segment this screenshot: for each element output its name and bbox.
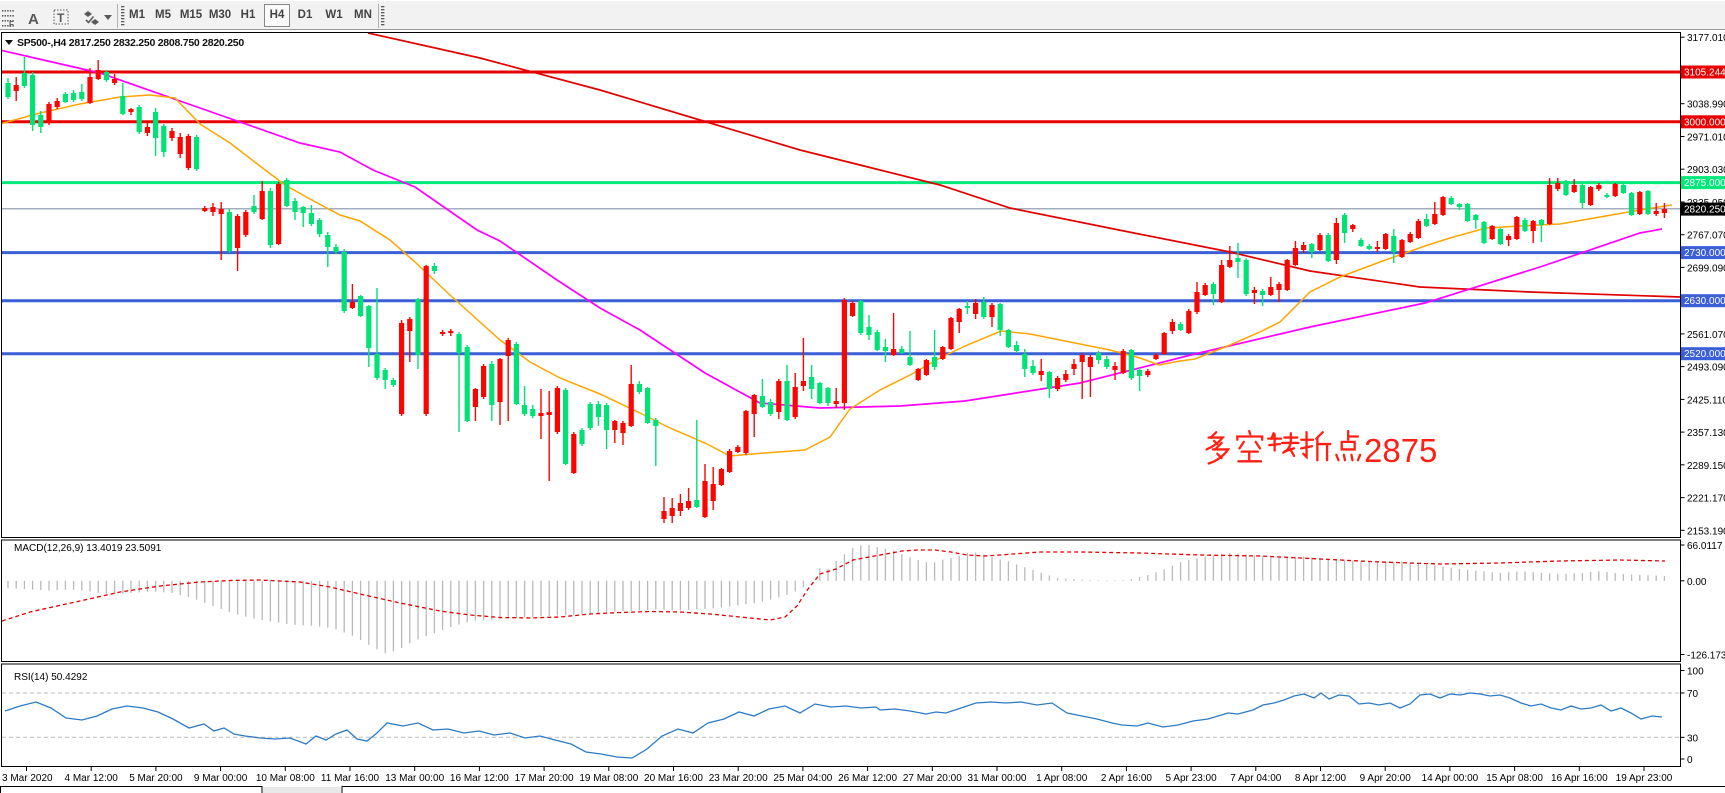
svg-text:15 Apr 08:00: 15 Apr 08:00 bbox=[1486, 773, 1543, 784]
svg-text:1 Apr 08:00: 1 Apr 08:00 bbox=[1036, 773, 1088, 784]
svg-text:2289.150: 2289.150 bbox=[1687, 461, 1725, 472]
svg-text:2493.090: 2493.090 bbox=[1687, 363, 1725, 374]
svg-text:2630.000: 2630.000 bbox=[1684, 296, 1725, 307]
svg-text:7 Apr 04:00: 7 Apr 04:00 bbox=[1230, 773, 1282, 784]
svg-text:9 Mar 00:00: 9 Mar 00:00 bbox=[194, 773, 248, 784]
svg-text:SP500-,H4 2817.250 2832.250 2: SP500-,H4 2817.250 2832.250 2808.750 282… bbox=[17, 37, 244, 49]
svg-text:10 Mar 08:00: 10 Mar 08:00 bbox=[256, 773, 315, 784]
svg-text:70: 70 bbox=[1687, 689, 1699, 700]
svg-text:0: 0 bbox=[1687, 755, 1693, 766]
svg-text:2903.030: 2903.030 bbox=[1687, 165, 1725, 176]
svg-text:MACD(12,26,9) 13.4019 23.5091: MACD(12,26,9) 13.4019 23.5091 bbox=[14, 543, 162, 554]
svg-text:2357.130: 2357.130 bbox=[1687, 428, 1725, 439]
svg-text:17 Mar 20:00: 17 Mar 20:00 bbox=[515, 773, 574, 784]
svg-text:2 Apr 16:00: 2 Apr 16:00 bbox=[1101, 773, 1153, 784]
svg-text:30: 30 bbox=[1687, 733, 1699, 744]
svg-text:31 Mar 00:00: 31 Mar 00:00 bbox=[968, 773, 1027, 784]
svg-text:2221.170: 2221.170 bbox=[1687, 494, 1725, 505]
svg-text:27 Mar 20:00: 27 Mar 20:00 bbox=[903, 773, 962, 784]
svg-text:13 Mar 00:00: 13 Mar 00:00 bbox=[385, 773, 444, 784]
svg-text:T: T bbox=[57, 11, 65, 25]
svg-text:2520.000: 2520.000 bbox=[1684, 349, 1725, 360]
svg-text:3177.010: 3177.010 bbox=[1687, 33, 1725, 44]
svg-text:2425.110: 2425.110 bbox=[1687, 395, 1725, 406]
svg-text:19 Mar 08:00: 19 Mar 08:00 bbox=[579, 773, 638, 784]
svg-text:2730.000: 2730.000 bbox=[1684, 248, 1725, 259]
svg-text:3038.990: 3038.990 bbox=[1687, 100, 1725, 111]
svg-text:19 Apr 23:00: 19 Apr 23:00 bbox=[1616, 773, 1673, 784]
svg-text:100: 100 bbox=[1687, 667, 1704, 678]
svg-text:-126.173: -126.173 bbox=[1687, 651, 1725, 662]
svg-text:A: A bbox=[28, 11, 39, 28]
svg-text:0.00: 0.00 bbox=[1687, 577, 1707, 588]
svg-text:26 Mar 12:00: 26 Mar 12:00 bbox=[838, 773, 897, 784]
svg-text:8 Apr 12:00: 8 Apr 12:00 bbox=[1295, 773, 1347, 784]
svg-text:20 Mar 16:00: 20 Mar 16:00 bbox=[644, 773, 703, 784]
svg-text:2767.070: 2767.070 bbox=[1687, 231, 1725, 242]
svg-text:F: F bbox=[9, 20, 14, 29]
svg-text:9 Apr 20:00: 9 Apr 20:00 bbox=[1360, 773, 1412, 784]
svg-text:3105.244: 3105.244 bbox=[1684, 68, 1725, 79]
svg-text:2875.000: 2875.000 bbox=[1684, 178, 1725, 189]
svg-text:16 Mar 12:00: 16 Mar 12:00 bbox=[450, 773, 509, 784]
svg-text:25 Mar 04:00: 25 Mar 04:00 bbox=[773, 773, 832, 784]
svg-text:4 Mar 12:00: 4 Mar 12:00 bbox=[65, 773, 119, 784]
svg-text:2820.250: 2820.250 bbox=[1684, 205, 1725, 216]
svg-text:3 Mar 2020: 3 Mar 2020 bbox=[2, 773, 53, 784]
svg-text:5 Mar 20:00: 5 Mar 20:00 bbox=[129, 773, 183, 784]
svg-text:RSI(14) 50.4292: RSI(14) 50.4292 bbox=[14, 672, 88, 683]
svg-text:2561.070: 2561.070 bbox=[1687, 330, 1725, 341]
svg-text:5 Apr 23:00: 5 Apr 23:00 bbox=[1166, 773, 1218, 784]
svg-text:2153.190: 2153.190 bbox=[1687, 526, 1725, 537]
svg-text:23 Mar 20:00: 23 Mar 20:00 bbox=[709, 773, 768, 784]
svg-text:2971.010: 2971.010 bbox=[1687, 133, 1725, 144]
svg-text:2699.090: 2699.090 bbox=[1687, 263, 1725, 274]
svg-text:3000.000: 3000.000 bbox=[1684, 117, 1725, 128]
svg-text:11 Mar 16:00: 11 Mar 16:00 bbox=[321, 773, 380, 784]
svg-text:66.0117: 66.0117 bbox=[1687, 541, 1723, 552]
svg-text:14 Apr 00:00: 14 Apr 00:00 bbox=[1422, 773, 1479, 784]
svg-text:16 Apr 16:00: 16 Apr 16:00 bbox=[1551, 773, 1608, 784]
svg-text:2875: 2875 bbox=[1364, 432, 1437, 469]
